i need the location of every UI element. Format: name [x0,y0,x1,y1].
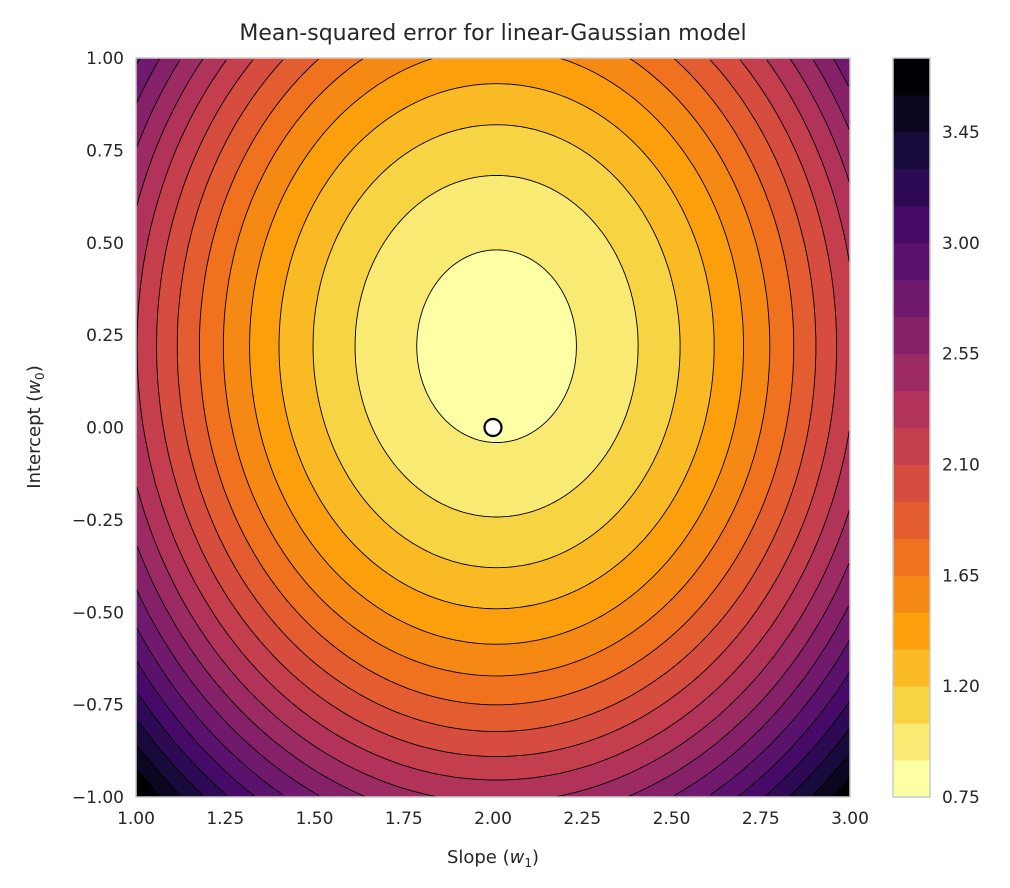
contour-line [136,60,850,797]
x-tick-label: 1.00 [117,809,155,829]
y-tick-label: −1.00 [72,788,124,808]
contour-line [156,59,838,757]
contour-line [176,59,817,732]
x-tick-label: 2.25 [563,809,601,829]
contour-line [136,661,850,797]
colorbar-tick-label: 2.55 [942,345,980,365]
contour-band [416,249,577,443]
colorbar-band [893,427,930,465]
colorbar-band [893,760,930,797]
y-tick-label: −0.75 [72,696,124,716]
x-tick-label: 1.50 [296,809,334,829]
colorbar-band [893,538,930,576]
colorbar-band [893,723,930,761]
true-parameter-marker [483,417,503,438]
colorbar-tick-label: 3.00 [942,234,980,254]
colorbar-tick-label: 0.75 [942,788,980,808]
contour-line [278,83,715,610]
colorbar-band [893,353,930,392]
colorbar-band [893,575,930,613]
y-tick-label: −0.50 [72,603,124,623]
colorbar-band [893,316,930,355]
colorbar-band [893,205,930,244]
contour-line [136,58,851,795]
x-tick-label: 2.75 [742,809,780,829]
contour-line [139,694,851,796]
colorbar-band [893,501,930,539]
colorbar-band [893,242,930,281]
contour-line [136,58,849,796]
x-tick-label: 1.75 [385,809,423,829]
y-tick-label: 0.25 [86,326,124,346]
y-tick-label: 0.50 [86,234,124,254]
contour-fill-group [136,58,850,797]
colorbar-band [893,686,930,724]
contour-line [137,745,847,795]
x-tick-label: 1.25 [206,809,244,829]
contour-line [198,58,795,706]
colorbar-band [893,94,930,133]
contour-line [222,58,771,677]
x-tick-label: 2.00 [474,809,512,829]
colorbar-band [893,58,930,96]
y-tick-label: 0.00 [86,419,124,439]
contour-line [249,57,744,645]
contour-line [416,249,577,443]
colorbar [893,58,930,797]
plot-frame [135,57,851,798]
colorbar-band [893,390,930,428]
chart-title: Mean-squared error for linear-Gaussian m… [239,21,746,46]
contour-line [312,124,681,569]
contour-line [136,59,850,781]
x-tick-label: 3.00 [831,809,869,829]
colorbar-band [893,279,930,318]
x-axis-label: Slope (w1) [447,847,539,870]
colorbar-tick-label: 3.45 [942,123,980,143]
contour-line [136,768,848,797]
contour-line [354,174,639,518]
colorbar-band [893,612,930,650]
y-tick-label: −0.25 [72,511,124,531]
contour-line [136,58,850,798]
colorbar-band [893,649,930,687]
y-axis-label: Intercept (w0) [24,365,47,488]
colorbar-band [893,464,930,502]
x-tick-label: 2.50 [653,809,691,829]
y-tick-label: 1.00 [86,49,124,69]
colorbar-band [893,168,930,207]
y-tick-label: 0.75 [86,141,124,161]
y-axis-ticks: −1.00 −0.75 −0.50 −0.25 0.00 0.25 0.50 0.75 1.00 [72,49,124,808]
contour-line [139,723,850,796]
colorbar-tick-label: 2.10 [942,455,980,475]
x-axis-ticks: 1.00 1.25 1.50 1.75 2.00 2.25 2.50 2.75 3.00 [117,809,869,829]
colorbar-ticks: 0.75 1.20 1.65 2.10 2.55 3.00 3.45 [942,123,980,808]
colorbar-tick-label: 1.65 [942,566,980,586]
colorbar-band [893,131,930,170]
colorbar-frame [892,57,931,798]
colorbar-tick-label: 1.20 [942,677,980,697]
contour-line-group [136,57,851,798]
